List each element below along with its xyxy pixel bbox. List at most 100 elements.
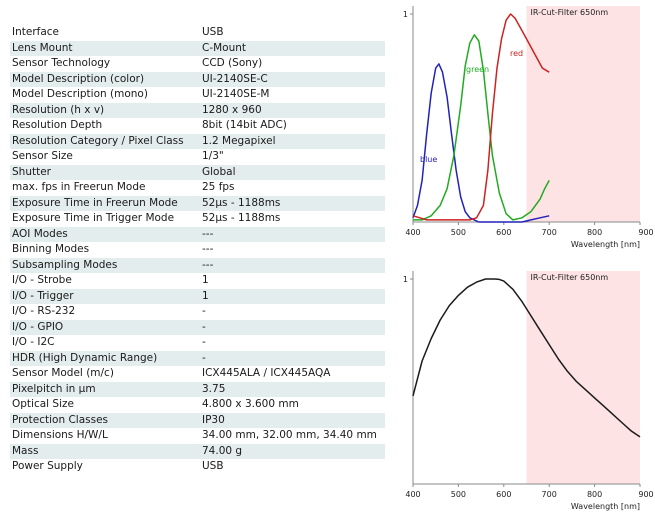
spec-value: USB: [202, 460, 224, 472]
spec-value: 1: [202, 274, 209, 286]
chart2-series-line: [412, 278, 641, 438]
spec-label: max. fps in Freerun Mode: [12, 181, 146, 193]
spec-label: Lens Mount: [10, 40, 200, 56]
chart2-x-tick-label: 900: [638, 490, 653, 499]
spec-label: Exposure Time in Freerun Mode: [10, 195, 200, 211]
chart1-x-tick-label: 900: [638, 228, 653, 237]
spec-row: max. fps in Freerun Mode 25 fps: [10, 180, 385, 196]
chart1-x-tick-label: 800: [587, 228, 602, 237]
spec-label: Pixelpitch in µm: [10, 381, 200, 397]
spec-row: AOI Modes ---: [10, 226, 385, 242]
spec-label: Model Description (mono): [12, 88, 148, 100]
spec-row: I/O - GPIO -: [10, 319, 385, 335]
spec-row: Model Description (mono) UI-2140SE-M: [10, 87, 385, 103]
spec-row: Lens Mount C-Mount: [10, 40, 385, 56]
spec-row: Sensor Size 1/3": [10, 149, 385, 165]
chart2-x-tick-label: 500: [451, 490, 466, 499]
spec-label: Exposure Time in Trigger Mode: [12, 212, 175, 224]
spec-table: Interface USB Lens Mount C-Mount Sensor Tech…: [10, 25, 385, 475]
spec-label: I/O - GPIO: [10, 319, 200, 335]
chart2-x-tick-label: 800: [587, 490, 602, 499]
chart1-blue-series-line: [412, 63, 550, 223]
spec-row: I/O - RS-232 -: [10, 304, 385, 320]
chart1-red-series-line: [412, 13, 550, 221]
spec-value: -: [200, 350, 385, 366]
spec-label: Resolution Category / Pixel Class: [10, 133, 200, 149]
spec-value: 1: [200, 288, 385, 304]
spec-row: I/O - I2C -: [10, 335, 385, 351]
spec-row: Sensor Technology CCD (Sony): [10, 56, 385, 72]
spec-label: Sensor Model (m/c): [12, 367, 114, 379]
chart1-blue-series-label: blue: [420, 155, 437, 164]
spec-value: UI-2140SE-C: [200, 71, 385, 87]
spec-value: 1/3": [202, 150, 224, 162]
chart1-x-tick-label: 600: [496, 228, 511, 237]
spec-value: 8bit (14bit ADC): [202, 119, 287, 131]
spec-label: Resolution Depth: [12, 119, 103, 131]
chart2-ir-cut-label: IR-Cut-Filter 650nm: [531, 273, 609, 282]
spec-label: Dimensions H/W/L: [12, 429, 108, 441]
spec-value: CCD (Sony): [202, 57, 263, 69]
spec-label: I/O - RS-232: [12, 305, 76, 317]
spec-row: Shutter Global: [10, 164, 385, 180]
spec-value: IP30: [200, 412, 385, 428]
spec-row: Interface USB: [10, 25, 385, 41]
spec-value: Global: [200, 164, 385, 180]
chart1-x-tick-label: 400: [405, 228, 420, 237]
spec-label: Power Supply: [12, 460, 83, 472]
chart1-x-tick-label: 500: [451, 228, 466, 237]
spec-value: 4.800 x 3.600 mm: [202, 398, 299, 410]
spec-row: I/O - Strobe 1: [10, 273, 385, 289]
spec-value: ---: [200, 257, 385, 273]
spec-value: 52µs - 1188ms: [200, 195, 385, 211]
spec-value: USB: [202, 26, 224, 38]
spec-value: 1.2 Megapixel: [200, 133, 385, 149]
chart2-x-tick-label: 700: [542, 490, 557, 499]
spec-row: Resolution Category / Pixel Class 1.2 Meg…: [10, 133, 385, 149]
spec-label: Subsampling Modes: [10, 257, 200, 273]
spec-row: Exposure Time in Trigger Mode 52µs - 1188…: [10, 211, 385, 227]
spec-row: Subsampling Modes ---: [10, 257, 385, 273]
spec-value: C-Mount: [200, 40, 385, 56]
spec-row: Optical Size 4.800 x 3.600 mm: [10, 397, 385, 413]
spec-value: ---: [202, 243, 214, 255]
spec-value: 1280 x 960: [200, 102, 385, 118]
spec-table-body: Interface USB Lens Mount C-Mount Sensor Tech…: [10, 25, 385, 475]
spec-value: 74.00 g: [200, 443, 385, 459]
spec-label: Shutter: [10, 164, 200, 180]
spec-value: -: [202, 336, 206, 348]
spec-row: Mass 74.00 g: [10, 443, 385, 459]
spec-label: Sensor Size: [12, 150, 73, 162]
chart1-x-tick-label: 700: [542, 228, 557, 237]
chart1-y-tick-label: 1: [403, 10, 408, 19]
spec-label: I/O - I2C: [12, 336, 55, 348]
spec-label: Mass: [10, 443, 200, 459]
spec-label: AOI Modes: [10, 226, 200, 242]
spec-row: Sensor Model (m/c) ICX445ALA / ICX445AQA: [10, 366, 385, 382]
spec-value: UI-2140SE-M: [202, 88, 270, 100]
spec-value: 52µs - 1188ms: [202, 212, 281, 224]
spec-value: ---: [200, 226, 385, 242]
spec-label: Model Description (color): [10, 71, 200, 87]
spec-value: -: [200, 319, 385, 335]
spec-label: Resolution (h x v): [10, 102, 200, 118]
spec-label: Binning Modes: [12, 243, 90, 255]
spec-label: Interface: [12, 26, 60, 38]
spec-label: Protection Classes: [10, 412, 200, 428]
chart2-x-axis-label: Wavelength [nm]: [571, 502, 640, 511]
chart2-x-tick-label: 400: [405, 490, 420, 499]
spec-value: 25 fps: [202, 181, 235, 193]
spec-row: I/O - Trigger 1: [10, 288, 385, 304]
chart1-green-series-line: [413, 34, 550, 221]
spec-row: Dimensions H/W/L 34.00 mm, 32.00 mm, 34.4…: [10, 428, 385, 444]
spec-row: Exposure Time in Freerun Mode 52µs - 1188…: [10, 195, 385, 211]
spec-row: HDR (High Dynamic Range) -: [10, 350, 385, 366]
spec-row: Power Supply USB: [10, 459, 385, 475]
spec-row: Binning Modes ---: [10, 242, 385, 258]
chart2-x-tick-label: 600: [496, 490, 511, 499]
spec-label: I/O - Trigger: [10, 288, 200, 304]
spec-row: Resolution (h x v) 1280 x 960: [10, 102, 385, 118]
spec-row: Model Description (color) UI-2140SE-C: [10, 71, 385, 87]
spec-row: Protection Classes IP30: [10, 412, 385, 428]
